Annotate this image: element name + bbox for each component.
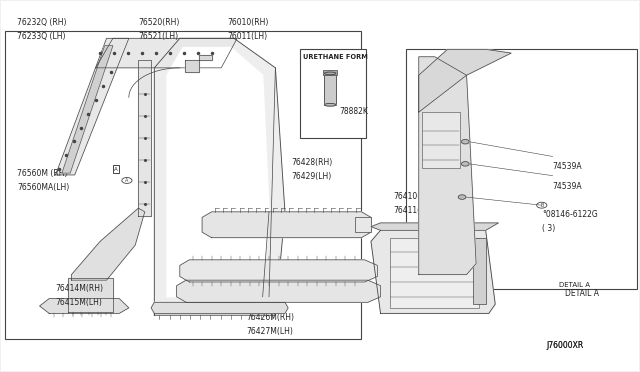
Text: 76428(RH): 76428(RH): [291, 158, 333, 167]
Text: 76414M(RH): 76414M(RH): [56, 284, 104, 293]
Polygon shape: [371, 223, 499, 230]
Text: A: A: [114, 167, 118, 172]
Text: 76429(LH): 76429(LH): [291, 172, 332, 181]
Text: 76010(RH): 76010(RH): [228, 18, 269, 27]
Bar: [406, 49, 637, 289]
Polygon shape: [177, 280, 381, 302]
Text: 76415M(LH): 76415M(LH): [56, 298, 102, 307]
Text: DETAIL A: DETAIL A: [565, 289, 599, 298]
Ellipse shape: [324, 103, 336, 106]
Polygon shape: [419, 49, 511, 112]
Polygon shape: [56, 38, 129, 175]
Text: 76426M(RH): 76426M(RH): [246, 313, 294, 323]
Bar: [473, 238, 486, 304]
Text: 74539A: 74539A: [552, 162, 582, 171]
Polygon shape: [371, 230, 495, 313]
Circle shape: [461, 140, 469, 144]
Polygon shape: [68, 278, 113, 311]
Text: 76411(LH): 76411(LH): [394, 206, 433, 215]
Polygon shape: [202, 212, 371, 238]
Bar: [300, 49, 366, 138]
Text: J76000XR: J76000XR: [546, 341, 584, 350]
Ellipse shape: [324, 72, 336, 75]
Polygon shape: [419, 57, 476, 275]
Text: 76233Q (LH): 76233Q (LH): [17, 32, 66, 41]
Circle shape: [461, 161, 469, 166]
Polygon shape: [72, 208, 145, 280]
Text: ( 3): ( 3): [541, 224, 555, 233]
Text: 76011(LH): 76011(LH): [228, 32, 268, 41]
Polygon shape: [138, 61, 151, 215]
Bar: [390, 238, 479, 308]
Text: URETHANE FORM: URETHANE FORM: [303, 54, 368, 60]
Text: 76560MA(LH): 76560MA(LH): [17, 183, 70, 192]
Text: °08146-6122G: °08146-6122G: [541, 210, 598, 219]
Bar: [422, 112, 460, 167]
Text: 76427M(LH): 76427M(LH): [246, 327, 294, 336]
Bar: [323, 70, 337, 75]
Text: 74539A: 74539A: [552, 182, 582, 191]
Polygon shape: [180, 260, 378, 282]
Polygon shape: [96, 38, 237, 68]
Polygon shape: [40, 299, 129, 313]
Text: B: B: [540, 203, 543, 208]
Circle shape: [458, 195, 466, 199]
Text: 76232Q (RH): 76232Q (RH): [17, 18, 67, 27]
Text: 76520(RH): 76520(RH): [138, 18, 180, 27]
Text: 76410(RH): 76410(RH): [394, 192, 435, 201]
Text: 76560M (RH): 76560M (RH): [17, 169, 68, 179]
Text: DETAIL A: DETAIL A: [559, 282, 590, 288]
Text: 76521(LH): 76521(LH): [138, 32, 179, 41]
Polygon shape: [151, 302, 288, 313]
Bar: [355, 217, 371, 232]
Polygon shape: [154, 38, 285, 315]
Text: J76000XR: J76000XR: [546, 341, 584, 350]
Polygon shape: [62, 46, 113, 173]
Bar: [324, 73, 336, 105]
Polygon shape: [185, 55, 212, 71]
Polygon shape: [167, 48, 269, 297]
Text: A: A: [125, 178, 129, 183]
Bar: [4, 31, 362, 339]
Text: 78882K: 78882K: [339, 107, 368, 116]
